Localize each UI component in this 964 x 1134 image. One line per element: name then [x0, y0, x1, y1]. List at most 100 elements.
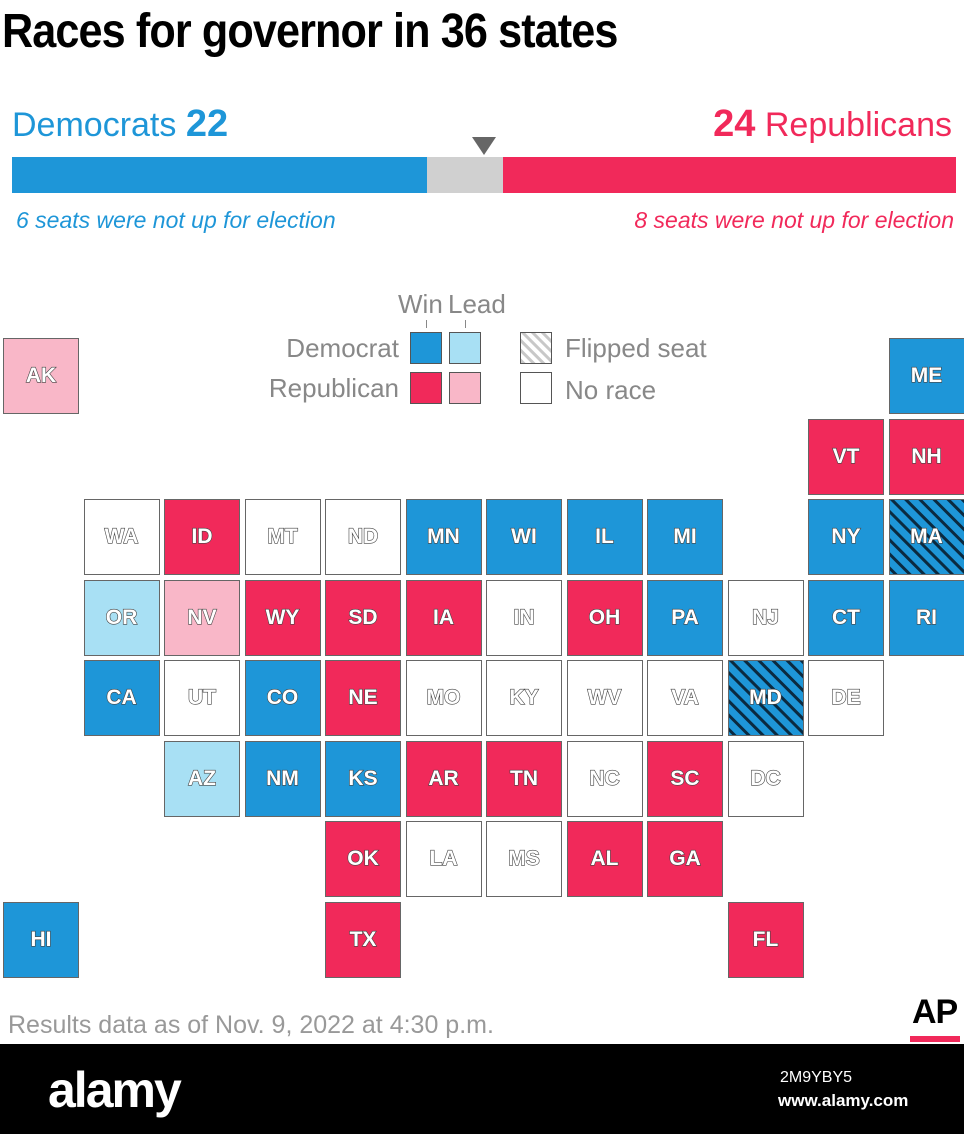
state-tile-or: OR [83, 579, 160, 656]
state-tile-az: AZ [164, 740, 240, 817]
state-tile-ma: MA [888, 499, 964, 575]
state-abbr: ME [910, 363, 943, 387]
state-tile-va: VA [647, 660, 723, 736]
state-tile-ms: MS [486, 821, 562, 897]
state-tile-wv: WV [566, 660, 643, 736]
state-abbr: GA [669, 846, 702, 870]
dem-not-up-note: 6 seats were not up for election [16, 207, 336, 233]
legend-republican-label: Republican [268, 373, 399, 403]
state-tile-ne: NE [325, 660, 401, 736]
state-tile-ga: GA [647, 821, 723, 897]
state-abbr: SD [348, 605, 378, 629]
bar-rep-segment [502, 157, 956, 193]
state-tile-in: IN [486, 579, 562, 656]
state-abbr: VT [832, 444, 860, 468]
republicans-header: 24 Republicans [713, 102, 952, 147]
state-tile-al: AL [566, 821, 643, 897]
state-tile-pa: PA [647, 579, 723, 656]
democrats-header: Democrats 22 [12, 102, 228, 147]
state-tile-tn: TN [486, 740, 562, 817]
state-abbr: WV [587, 685, 622, 709]
state-tile-mt: MT [244, 499, 321, 575]
state-abbr: MI [673, 524, 698, 548]
state-abbr: TN [509, 766, 538, 790]
flipped-hatch-icon [889, 500, 964, 574]
state-abbr: NH [911, 444, 943, 468]
state-abbr: WI [511, 524, 538, 548]
legend-lead-tick [465, 320, 466, 328]
legend-no-race-swatch [520, 372, 552, 404]
bar-dem-segment [12, 157, 428, 193]
state-tile-ct: CT [808, 579, 884, 656]
state-abbr: ID [191, 524, 213, 548]
state-tile-ok: OK [325, 821, 401, 897]
legend-flipped-swatch [520, 332, 552, 364]
state-abbr: AL [590, 846, 619, 870]
democrats-label: Democrats [12, 106, 177, 144]
state-tile-mn: MN [405, 499, 482, 575]
state-abbr: NV [187, 605, 217, 629]
alamy-logo: alamy [48, 1062, 182, 1118]
state-tile-ak: AK [3, 338, 79, 414]
state-tile-nd: ND [325, 499, 401, 575]
state-abbr: AK [25, 363, 57, 387]
hatch-pattern-icon [521, 333, 551, 363]
state-tile-de: DE [808, 660, 884, 736]
state-tile-mo: MO [405, 660, 482, 736]
state-abbr: KY [509, 685, 539, 709]
state-tile-me: ME [888, 338, 964, 414]
state-abbr: AR [428, 766, 460, 790]
state-tile-ks: KS [325, 740, 401, 817]
state-tile-fl: FL [727, 901, 804, 978]
state-tile-co: CO [244, 660, 321, 736]
state-abbr: HI [30, 927, 52, 951]
state-tile-md: MD [727, 660, 804, 736]
state-abbr: DC [750, 766, 782, 790]
state-abbr: NY [831, 524, 861, 548]
state-abbr: NE [348, 685, 378, 709]
stock-image-id: 2M9YBY5 [780, 1069, 853, 1086]
legend-dem-win-swatch [410, 332, 442, 364]
state-abbr: CO [266, 685, 299, 709]
state-abbr: IA [432, 605, 454, 629]
state-abbr: RI [915, 605, 937, 629]
rep-not-up-note: 8 seats were not up for election [634, 207, 954, 233]
state-tile-sc: SC [647, 740, 723, 817]
state-tile-tx: TX [325, 901, 401, 978]
state-tile-la: LA [405, 821, 482, 897]
state-abbr: MN [427, 524, 461, 548]
state-abbr: TX [349, 927, 377, 951]
republicans-label: Republicans [764, 106, 952, 144]
legend-dem-lead-swatch [449, 332, 481, 364]
state-abbr: MD [749, 685, 783, 709]
state-abbr: IL [595, 524, 615, 548]
state-abbr: OR [105, 605, 138, 629]
state-tile-ky: KY [486, 660, 562, 736]
state-abbr: VA [671, 685, 700, 709]
bar-undecided-segment [427, 157, 503, 193]
legend-win-label: Win [398, 289, 443, 319]
state-abbr: FL [752, 927, 779, 951]
state-abbr: MS [508, 846, 541, 870]
legend-democrat-label: Democrat [286, 333, 399, 363]
state-tile-wi: WI [486, 499, 562, 575]
state-abbr: MT [267, 524, 299, 548]
state-tile-nc: NC [566, 740, 643, 817]
state-abbr: IN [513, 605, 535, 629]
state-tile-wy: WY [244, 579, 321, 656]
state-abbr: NM [266, 766, 300, 790]
page-title: Races for governor in 36 states [2, 5, 618, 58]
ap-logo: AP [912, 993, 958, 1031]
state-abbr: CT [831, 605, 860, 629]
state-tile-nm: NM [244, 740, 321, 817]
state-abbr: OH [588, 605, 621, 629]
state-tile-ia: IA [405, 579, 482, 656]
state-abbr: SC [670, 766, 700, 790]
stock-url: www.alamy.com [778, 1091, 909, 1110]
stock-footer-bar [0, 1044, 964, 1134]
state-abbr: OK [347, 846, 380, 870]
state-tile-hi: HI [3, 901, 79, 978]
state-tile-nv: NV [164, 579, 240, 656]
state-tile-vt: VT [808, 418, 884, 495]
legend-flipped-label: Flipped seat [565, 333, 707, 363]
